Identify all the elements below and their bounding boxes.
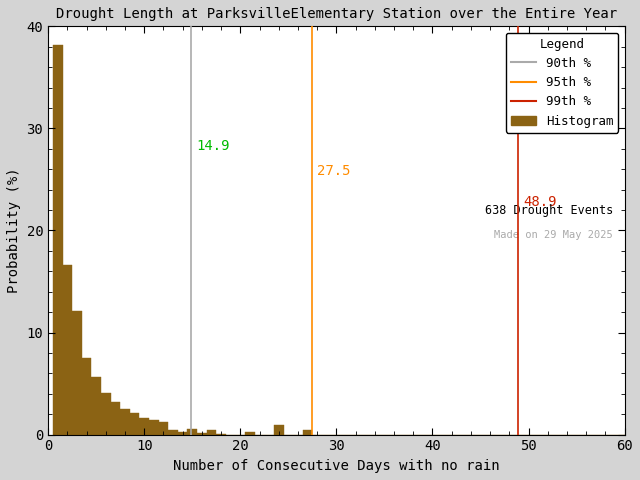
Bar — [82, 358, 92, 434]
Bar — [188, 429, 197, 434]
Text: 48.9: 48.9 — [523, 195, 556, 209]
Bar — [159, 422, 168, 434]
Text: 27.5: 27.5 — [317, 164, 351, 178]
Bar — [303, 430, 312, 434]
Bar — [72, 311, 82, 434]
X-axis label: Number of Consecutive Days with no rain: Number of Consecutive Days with no rain — [173, 459, 500, 473]
Bar — [274, 425, 284, 434]
Bar — [197, 432, 207, 434]
Bar — [245, 432, 255, 434]
Bar — [111, 402, 120, 434]
Bar — [92, 377, 101, 434]
Text: 14.9: 14.9 — [196, 139, 230, 153]
Bar — [130, 413, 140, 434]
Bar — [216, 433, 226, 434]
Bar — [101, 393, 111, 434]
Title: Drought Length at ParksvilleElementary Station over the Entire Year: Drought Length at ParksvilleElementary S… — [56, 7, 617, 21]
Bar — [178, 432, 188, 434]
Bar — [207, 430, 216, 434]
Y-axis label: Probability (%): Probability (%) — [7, 168, 21, 293]
Bar — [140, 418, 149, 434]
Text: Made on 29 May 2025: Made on 29 May 2025 — [494, 230, 613, 240]
Bar — [149, 420, 159, 434]
Legend: 90th %, 95th %, 99th %, Histogram: 90th %, 95th %, 99th %, Histogram — [506, 33, 618, 132]
Bar — [63, 265, 72, 434]
Bar — [168, 430, 178, 434]
Text: 638 Drought Events: 638 Drought Events — [485, 204, 613, 217]
Bar — [53, 45, 63, 434]
Bar — [120, 409, 130, 434]
